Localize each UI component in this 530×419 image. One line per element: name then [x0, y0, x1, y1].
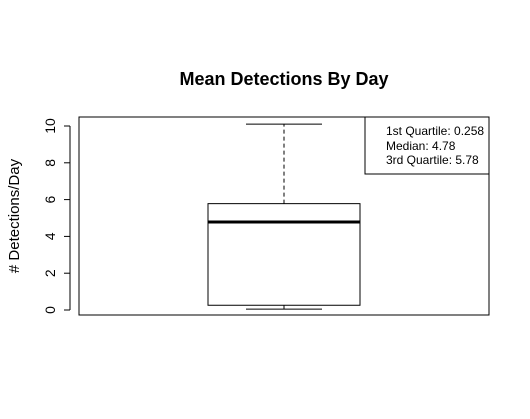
y-tick-label: 10: [42, 118, 58, 134]
box-plot: [208, 124, 360, 309]
interquartile-box: [208, 204, 360, 306]
legend: 1st Quartile: 0.258 Median: 4.78 3rd Qua…: [365, 117, 489, 174]
legend-line-q1: 1st Quartile: 0.258: [386, 124, 484, 138]
legend-line-q3: 3rd Quartile: 5.78: [386, 153, 479, 167]
y-axis-label: # Detections/Day: [6, 158, 23, 273]
y-tick-label: 2: [42, 269, 58, 277]
y-tick-label: 4: [42, 232, 58, 240]
y-tick-label: 8: [42, 159, 58, 167]
y-tick-label: 6: [42, 195, 58, 203]
legend-line-median: Median: 4.78: [386, 139, 456, 153]
y-axis: 0 2 4 6 8 10: [42, 118, 70, 314]
y-tick-label: 0: [42, 306, 58, 314]
chart-title: Mean Detections By Day: [179, 69, 388, 89]
